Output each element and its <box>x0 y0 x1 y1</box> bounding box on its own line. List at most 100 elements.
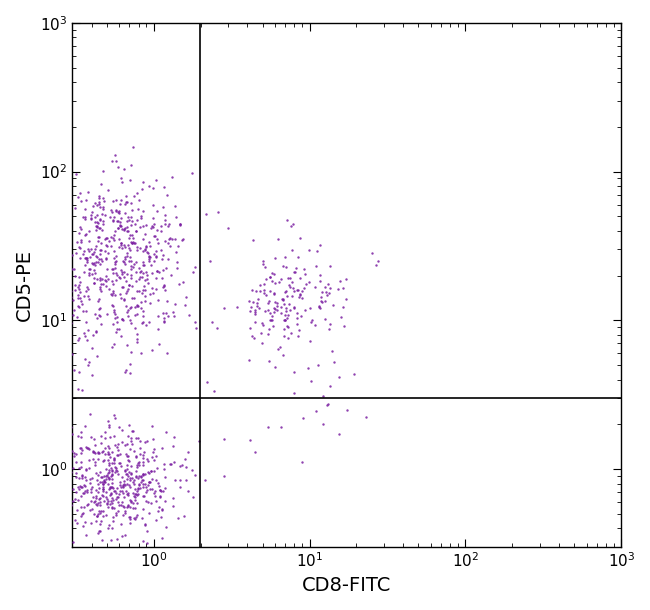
Point <box>113 497 124 507</box>
Point <box>89 447 99 457</box>
Point <box>103 472 113 482</box>
Point <box>138 469 148 479</box>
Point <box>106 483 116 492</box>
Point <box>304 303 315 313</box>
Point <box>97 472 107 482</box>
Point <box>94 494 104 504</box>
Point <box>83 244 93 254</box>
Point <box>201 209 211 218</box>
Point <box>29 187 39 196</box>
Point <box>79 487 90 497</box>
Point <box>125 198 136 208</box>
Point <box>113 450 124 460</box>
Point <box>96 238 107 248</box>
Point <box>244 296 254 306</box>
Point <box>131 452 142 462</box>
Point <box>111 256 122 266</box>
Point <box>120 508 130 517</box>
Point <box>93 236 103 246</box>
Point <box>149 256 159 266</box>
Point <box>175 483 185 492</box>
Point <box>109 440 120 450</box>
Point <box>67 447 77 456</box>
Point <box>264 324 274 334</box>
Point <box>168 493 179 503</box>
Point <box>265 315 276 325</box>
Point <box>116 195 126 205</box>
Point <box>135 450 145 459</box>
Point <box>279 299 289 309</box>
Point <box>113 506 124 515</box>
Point <box>88 509 99 519</box>
Point <box>79 480 89 490</box>
Point <box>138 260 148 270</box>
Point <box>120 467 130 476</box>
Point <box>280 287 290 297</box>
Point <box>127 488 138 498</box>
Point <box>103 468 114 478</box>
Point <box>98 279 108 289</box>
Point <box>117 486 127 496</box>
Point <box>311 406 321 415</box>
Point <box>140 296 150 306</box>
Point <box>106 472 116 481</box>
Point <box>88 447 99 456</box>
Point <box>265 307 275 317</box>
Point <box>111 195 121 204</box>
Point <box>59 283 70 293</box>
Point <box>138 221 148 231</box>
Point <box>101 234 111 243</box>
Point <box>297 286 307 296</box>
Point <box>152 479 162 489</box>
Point <box>105 484 115 493</box>
Point <box>76 483 86 492</box>
Point <box>269 304 280 314</box>
Point <box>168 307 178 317</box>
Point <box>140 320 151 330</box>
Point <box>129 238 139 248</box>
Point <box>105 489 116 499</box>
Point <box>112 492 123 502</box>
Point <box>121 192 131 201</box>
Point <box>295 290 306 300</box>
Point <box>38 532 48 542</box>
Point <box>130 503 140 512</box>
Point <box>97 256 107 265</box>
Point <box>142 526 153 536</box>
Point <box>371 260 382 270</box>
Point <box>101 271 112 281</box>
Point <box>123 471 133 481</box>
Point <box>136 213 146 223</box>
Point <box>122 503 132 512</box>
Point <box>70 203 80 213</box>
Point <box>139 292 150 301</box>
Point <box>124 215 135 225</box>
Point <box>291 307 302 317</box>
Point <box>49 491 59 501</box>
Point <box>153 339 164 348</box>
Point <box>53 285 63 295</box>
Point <box>272 298 282 308</box>
Point <box>109 305 119 315</box>
Point <box>333 429 344 439</box>
Point <box>109 410 119 420</box>
Point <box>138 479 149 489</box>
Point <box>79 204 90 213</box>
Point <box>122 479 132 489</box>
Point <box>137 483 148 492</box>
Point <box>119 479 129 489</box>
Point <box>149 455 159 465</box>
Point <box>170 300 180 309</box>
Point <box>168 457 179 467</box>
Point <box>76 237 86 246</box>
Point <box>84 409 95 419</box>
Point <box>146 498 157 508</box>
Point <box>89 259 99 268</box>
Point <box>76 511 86 520</box>
Point <box>77 306 88 316</box>
Point <box>127 426 137 436</box>
Point <box>153 325 163 334</box>
Point <box>97 490 107 500</box>
Point <box>66 264 77 273</box>
Point <box>107 458 118 468</box>
